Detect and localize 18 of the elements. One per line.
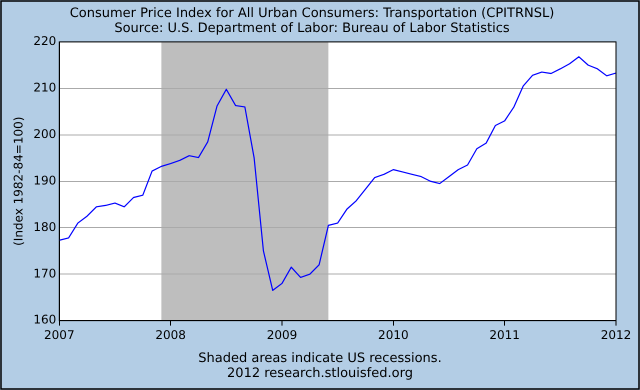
x-tick-label: 2009 (266, 328, 298, 342)
y-tick-label: 210 (33, 80, 56, 94)
text: Consumer Price Index for All Urban Consumers: Transportation (CPITRNSL) (70, 6, 554, 21)
x-tick-label: 2011 (489, 328, 520, 342)
y-tick-label: 220 (33, 34, 56, 48)
text: 2012 research.stlouisfed.org (227, 366, 413, 381)
x-tick-label: 2007 (44, 328, 75, 342)
x-tick-label: 2012 (600, 328, 632, 342)
y-tick-label: 190 (33, 173, 56, 188)
text: Source: U.S. Department of Labor: Bureau of Labor Statistics (114, 20, 510, 36)
y-axis-title: (Index 1982-84=100) (11, 116, 26, 246)
x-tick-label: 2010 (378, 328, 409, 342)
y-tick-label: 170 (33, 266, 56, 280)
x-tick-label: 2008 (155, 328, 186, 342)
y-tick-label: 180 (33, 220, 56, 234)
y-tick-label: 200 (33, 126, 56, 141)
text: Shaded areas indicate US recessions. (198, 351, 442, 366)
y-tick-label: 160 (33, 312, 56, 327)
